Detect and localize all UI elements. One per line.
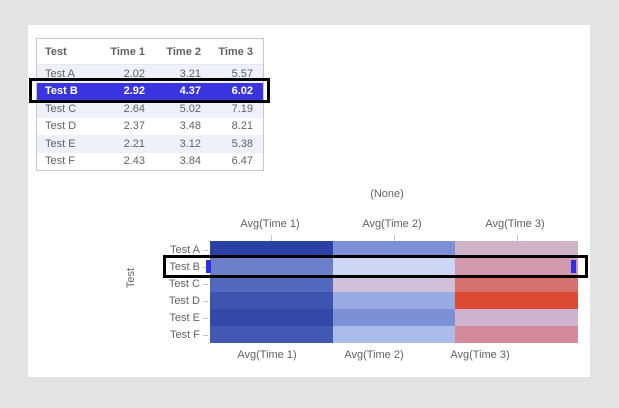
table-body: Test A 2.02 3.21 5.57 Test B 2.92 4.37 6.02 Test… [37, 65, 263, 170]
row-label: Test A [45, 67, 75, 80]
table-row-test-b[interactable]: Test B 2.92 4.37 6.02 [37, 82, 263, 100]
heatmap-cell-test-f-avg-time-2[interactable] [332, 326, 456, 343]
selection-handle-right[interactable] [571, 260, 576, 273]
heatmap-cell-test-a-avg-time-1[interactable] [210, 241, 333, 258]
column-header-time-2: Time 2 [166, 45, 201, 58]
cell-value: 2.02 [123, 67, 145, 80]
x-axis-label-top-avg-time-2: Avg(Time 2) [362, 218, 422, 230]
heatmap-cell-test-d-avg-time-2[interactable] [332, 292, 456, 309]
heatmap-plot [210, 241, 578, 343]
selection-handle-left[interactable] [206, 260, 211, 273]
y-axis-tick [203, 317, 208, 319]
y-axis-tick [203, 249, 208, 251]
x-axis-tick [394, 235, 395, 241]
table-row-test-d[interactable]: Test D 2.37 3.48 8.21 [37, 118, 263, 136]
column-header-test: Test [45, 45, 67, 58]
heatmap-cell-test-c-avg-time-3[interactable] [455, 275, 578, 292]
cell-value: 2.92 [123, 85, 145, 98]
row-label: Test B [45, 85, 78, 98]
cell-value: 6.02 [231, 85, 253, 98]
table-row-test-a[interactable]: Test A 2.02 3.21 5.57 [37, 65, 263, 83]
y-axis-label-test-c: Test C [168, 277, 200, 290]
x-axis-label-top-avg-time-1: Avg(Time 1) [240, 218, 300, 230]
cell-value: 5.57 [231, 67, 253, 80]
heatmap-cell-test-e-avg-time-1[interactable] [210, 309, 333, 326]
heatmap-cell-test-e-avg-time-3[interactable] [455, 309, 578, 326]
y-axis-tick [203, 266, 208, 268]
heatmap-cell-test-c-avg-time-2[interactable] [332, 275, 456, 292]
heatmap-cell-test-a-avg-time-2[interactable] [332, 241, 456, 258]
table-row-test-e[interactable]: Test E 2.21 3.12 5.38 [37, 135, 263, 153]
y-axis-label-test-b: Test B [169, 260, 200, 273]
x-axis-label-bottom-avg-time-2: Avg(Time 2) [344, 349, 404, 361]
heatmap-cell-test-b-avg-time-3[interactable] [455, 258, 578, 275]
y-axis-tick [203, 334, 208, 336]
x-axis-label-top-avg-time-3: Avg(Time 3) [485, 218, 545, 230]
table-row-test-f[interactable]: Test F 2.43 3.84 6.47 [37, 153, 263, 171]
cell-value: 2.37 [123, 120, 145, 133]
cell-value: 2.43 [123, 155, 145, 168]
heatmap-cell-test-f-avg-time-3[interactable] [455, 326, 578, 343]
y-axis-label-test-a: Test A [170, 243, 200, 256]
heatmap-cell-test-d-avg-time-3[interactable] [455, 292, 578, 309]
row-label: Test C [45, 102, 77, 115]
x-axis-tick [271, 235, 272, 241]
x-axis-tick [517, 235, 518, 241]
column-header-time-1: Time 1 [110, 45, 145, 58]
heatmap-cell-test-f-avg-time-1[interactable] [210, 326, 333, 343]
heatmap-cell-test-c-avg-time-1[interactable] [210, 275, 333, 292]
y-axis-title: Test [125, 267, 137, 289]
y-axis-label-test-d: Test D [168, 294, 200, 307]
heatmap-cell-test-d-avg-time-1[interactable] [210, 292, 333, 309]
x-axis-label-bottom-avg-time-3: Avg(Time 3) [450, 349, 510, 361]
cell-value: 3.12 [179, 137, 201, 150]
cell-value: 3.21 [179, 67, 201, 80]
heatmap-cell-test-b-avg-time-2[interactable] [332, 258, 456, 275]
table-row-test-c[interactable]: Test C 2.64 5.02 7.19 [37, 100, 263, 118]
y-axis-label-test-f: Test F [170, 328, 200, 341]
chart-panel: Test Time 1 Time 2 Time 3 Test A 2.02 3.21 5.5… [28, 25, 590, 377]
cell-value: 5.02 [179, 102, 201, 115]
row-label: Test E [45, 137, 76, 150]
y-axis-tick [203, 283, 208, 285]
x-axis-label-bottom-avg-time-1: Avg(Time 1) [237, 349, 297, 361]
cell-value: 4.37 [179, 85, 201, 98]
y-axis-label-test-e: Test E [169, 311, 200, 324]
cell-value: 3.84 [179, 155, 201, 168]
cell-value: 2.21 [123, 137, 145, 150]
heatmap-cell-test-a-avg-time-3[interactable] [455, 241, 578, 258]
cell-value: 2.64 [123, 102, 145, 115]
cell-value: 6.47 [231, 155, 253, 168]
row-label: Test F [45, 155, 75, 168]
heatmap-cell-test-e-avg-time-2[interactable] [332, 309, 456, 326]
cell-value: 3.48 [179, 120, 201, 133]
y-axis-tick [203, 300, 208, 302]
row-label: Test D [45, 120, 77, 133]
chart-title: (None) [370, 188, 404, 200]
column-header-time-3: Time 3 [218, 45, 253, 58]
heatmap-cell-test-b-avg-time-1[interactable] [210, 258, 333, 275]
data-table: Test Time 1 Time 2 Time 3 Test A 2.02 3.21 5.5… [36, 38, 264, 171]
table-header-row: Test Time 1 Time 2 Time 3 [37, 39, 263, 65]
cell-value: 7.19 [231, 102, 253, 115]
cell-value: 5.38 [231, 137, 253, 150]
cell-value: 8.21 [231, 120, 253, 133]
